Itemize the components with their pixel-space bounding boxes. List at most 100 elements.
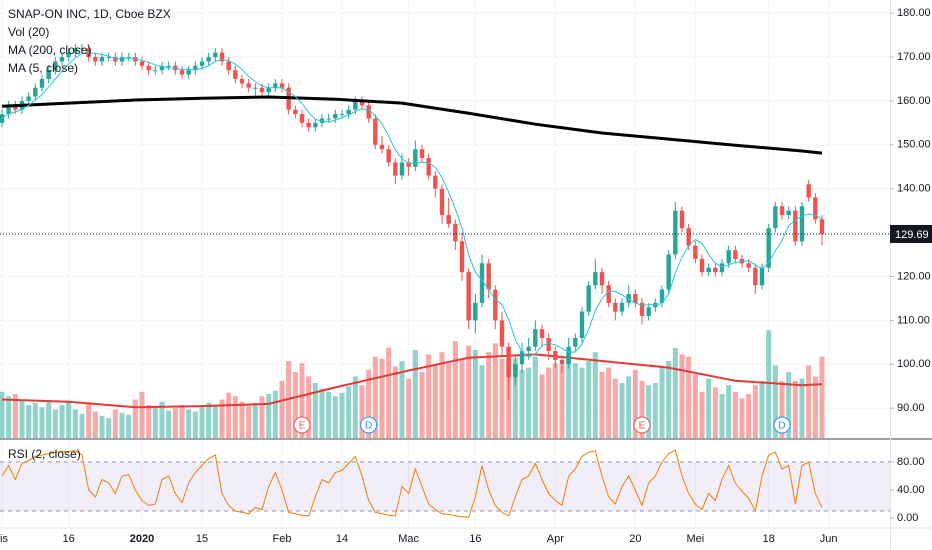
volume-bar: [812, 376, 818, 438]
candle-body: [339, 114, 345, 116]
candle-body: [419, 149, 425, 158]
candle-body: [659, 289, 665, 303]
candle-body: [466, 272, 471, 321]
candle-body: [513, 364, 518, 378]
volume-bar: [272, 390, 278, 438]
volume-bar: [119, 412, 125, 438]
candle-body: [266, 87, 271, 93]
volume-bar: [492, 343, 498, 438]
volume-bar: [166, 410, 172, 438]
candle-body: [226, 61, 231, 71]
ma-line: [1, 52, 823, 358]
volume-bar: [99, 416, 105, 438]
volume-bar: [32, 402, 38, 438]
candle-body: [139, 61, 145, 66]
volume-ma-line: [1, 353, 823, 409]
volume-bar: [559, 365, 565, 438]
candle-body: [433, 175, 438, 189]
volume-bar: [279, 380, 285, 438]
event-label: D: [365, 421, 372, 432]
candle-body: [239, 78, 245, 84]
volume-bar: [652, 383, 658, 438]
candle-body: [806, 184, 811, 198]
x-tick-label: 20: [629, 533, 641, 545]
volume-bar: [712, 387, 718, 438]
candle-body: [566, 346, 571, 365]
candle-body: [379, 144, 385, 150]
candle-body: [573, 337, 578, 347]
candle-body: [333, 114, 338, 119]
candle-body: [53, 61, 58, 71]
volume-bar: [326, 391, 332, 438]
volume-bar: [379, 358, 385, 438]
candle-body: [166, 65, 171, 67]
y-tick-label: 110.00: [897, 314, 930, 326]
event-label: E: [639, 421, 646, 432]
candle-body: [199, 61, 205, 66]
candle-body: [386, 149, 391, 163]
candle-body: [99, 57, 105, 62]
volume-bar: [706, 378, 712, 438]
volume-bar: [206, 402, 212, 438]
volume-bar: [412, 350, 418, 438]
volume-bar: [352, 376, 358, 438]
candle-body: [66, 52, 71, 58]
volume-bar: [306, 376, 312, 438]
candle-body: [233, 70, 238, 79]
y-tick-label: 160.00: [897, 95, 931, 107]
legend-volume: Vol (20): [8, 25, 49, 39]
candle-body: [486, 263, 491, 290]
x-tick-label: 18: [763, 533, 775, 545]
candle-body: [559, 359, 565, 365]
volume-bar: [386, 347, 392, 438]
x-tick-label: Feb: [273, 533, 292, 545]
candle-body: [699, 258, 705, 273]
candle-body: [586, 285, 591, 312]
event-marker: [293, 416, 311, 434]
volume-bar: [232, 396, 238, 438]
x-tick-label: Mei: [686, 533, 704, 545]
volume-bar: [186, 409, 192, 438]
volume-bar: [246, 406, 252, 438]
volume-bar: [106, 418, 112, 438]
candle-body: [633, 294, 638, 303]
candle-body: [493, 289, 498, 321]
y-tick-label: 180.00: [897, 7, 931, 19]
volume-bar: [199, 407, 205, 438]
candle-body: [46, 70, 51, 79]
candle-body: [626, 294, 631, 303]
volume-bar: [19, 399, 25, 438]
volume-bar: [432, 365, 438, 438]
volume-bar: [259, 396, 265, 438]
volume-bar: [299, 363, 305, 438]
candle-body: [186, 70, 191, 75]
candle-body: [766, 228, 771, 268]
volume-bar: [419, 372, 425, 438]
rsi-pane: [0, 449, 890, 518]
volume-bar: [252, 402, 258, 438]
candle-body: [746, 263, 751, 268]
y-tick-label: 40.00: [897, 484, 925, 496]
volume-bar: [86, 403, 92, 438]
volume-bar: [146, 405, 152, 438]
volume-bar: [599, 372, 605, 438]
candle-body: [793, 210, 798, 242]
volume-bar: [212, 405, 218, 438]
candle-body: [553, 351, 558, 360]
candle-body: [506, 346, 511, 378]
candle-body: [413, 149, 418, 167]
candle-body: [406, 162, 411, 167]
ma-line: [1, 95, 823, 155]
volume-bar: [446, 363, 452, 438]
volume-bar: [239, 401, 245, 438]
volume-bar: [479, 365, 485, 438]
volume-bar: [112, 409, 118, 438]
volume-bar: [779, 380, 785, 438]
candle-body: [373, 118, 378, 145]
event-label: E: [299, 421, 306, 432]
candle-body: [719, 263, 725, 273]
candle-body: [273, 83, 278, 88]
